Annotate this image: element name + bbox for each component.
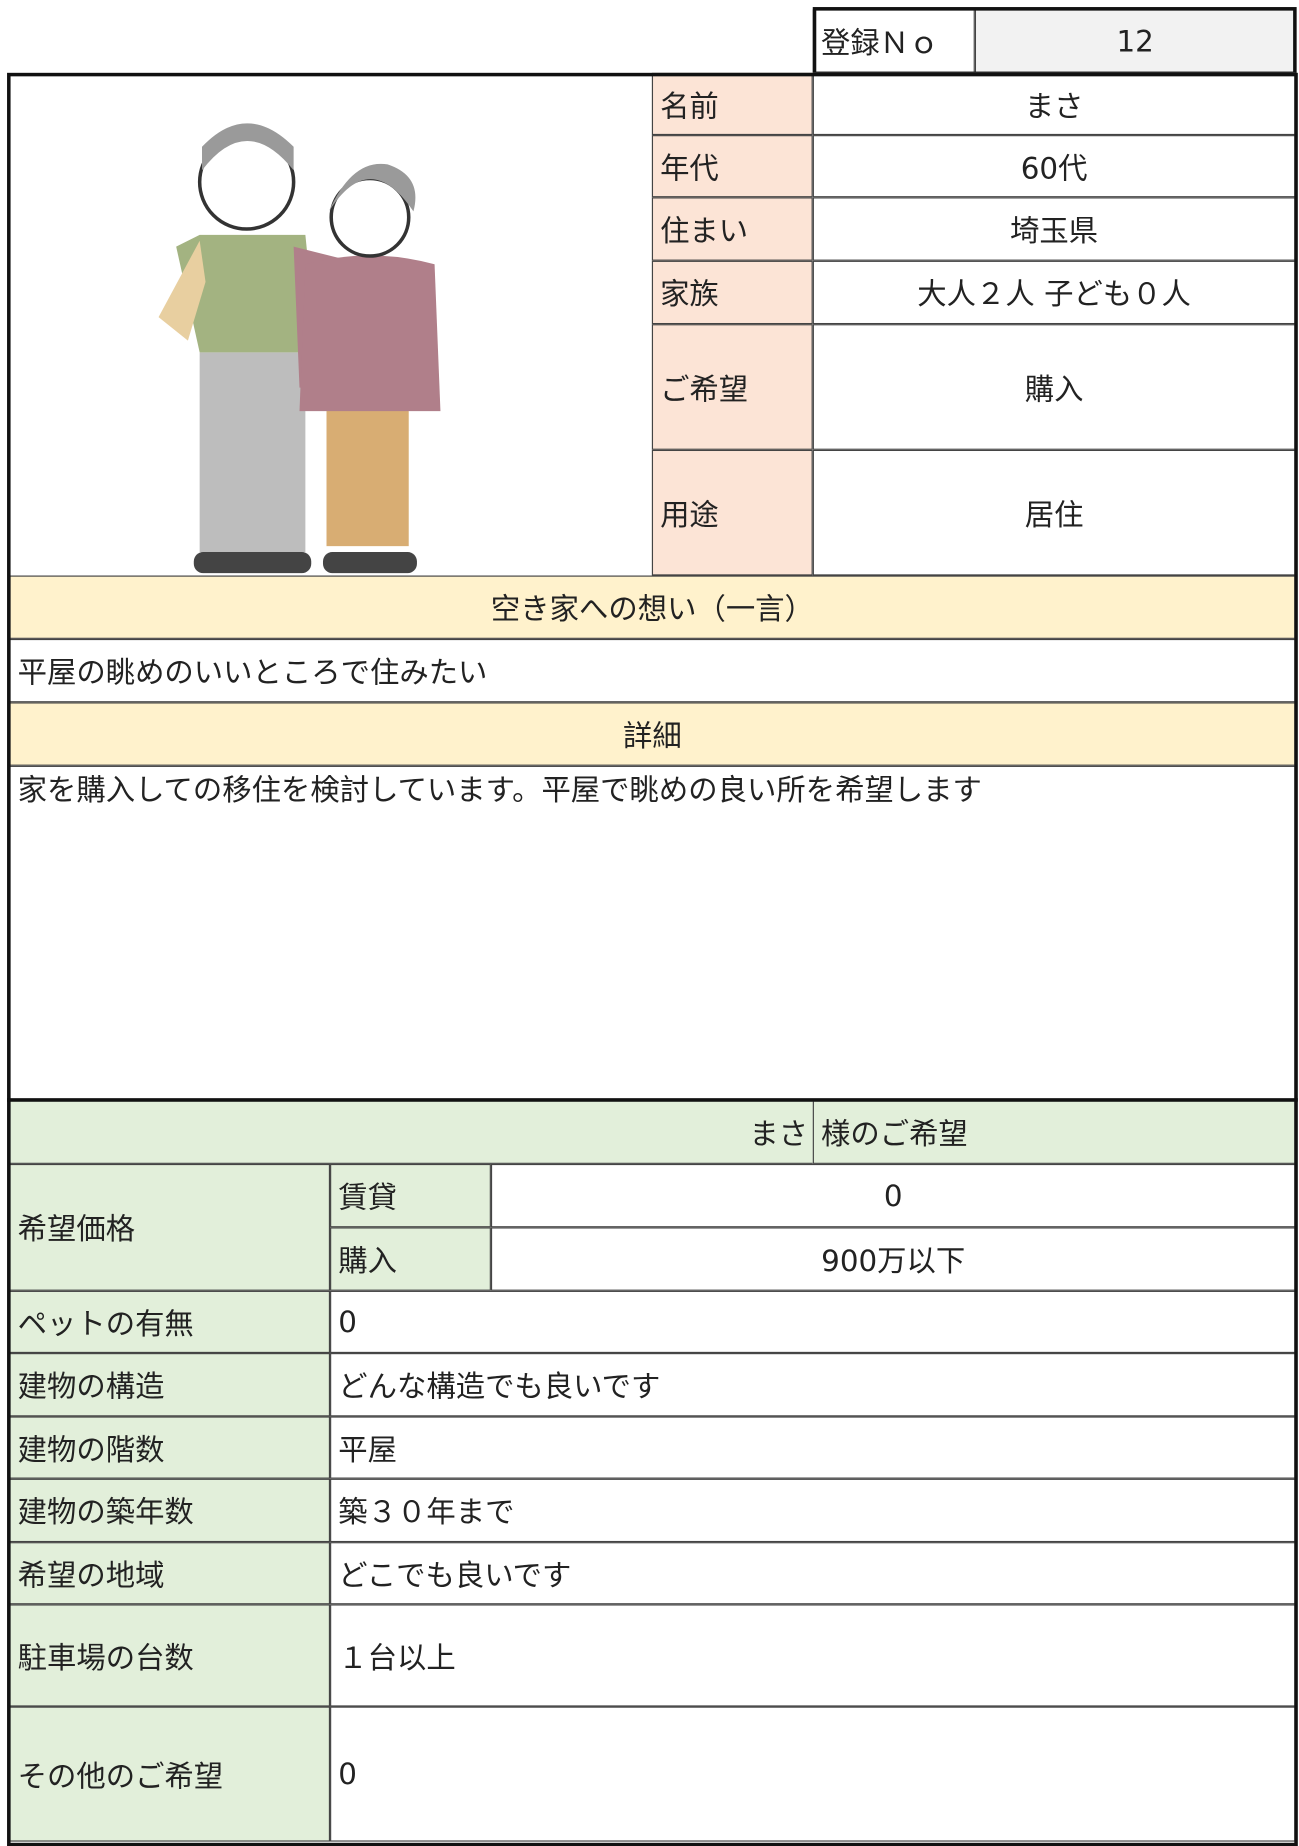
profile-value: 60代 xyxy=(812,135,1296,198)
row-value: 0 xyxy=(330,1290,1296,1354)
profile-value: まさ xyxy=(812,72,1296,136)
profile-label: 家族 xyxy=(651,260,813,325)
wish-name: まさ xyxy=(9,1100,813,1164)
row-value: どんな構造でも良いです xyxy=(330,1353,1296,1417)
section-heading: 空き家への想い（一言） xyxy=(9,575,1296,639)
profile-value: 埼玉県 xyxy=(812,197,1296,261)
section-heading: 詳細 xyxy=(9,702,1296,766)
row-value: どこでも良いです xyxy=(330,1542,1296,1605)
row-value: 平屋 xyxy=(330,1416,1296,1479)
profile-label: ご希望 xyxy=(651,324,813,450)
profile-label: 住まい xyxy=(651,197,813,261)
registration-label: 登録Ｎｏ xyxy=(812,9,975,73)
row-value: 900万以下 xyxy=(490,1227,1296,1291)
row-label: 建物の構造 xyxy=(9,1353,331,1417)
sub-label: 賃貸 xyxy=(330,1163,491,1228)
sub-label: 購入 xyxy=(330,1227,491,1291)
row-label: 建物の階数 xyxy=(9,1416,331,1479)
message-text: 平屋の眺めのいいところで住みたい xyxy=(9,638,1296,703)
row-value: 築３０年まで xyxy=(330,1478,1296,1543)
row-label: その他のご希望 xyxy=(9,1706,331,1842)
profile-value: 大人２人 子ども０人 xyxy=(812,260,1296,325)
profile-label: 年代 xyxy=(651,135,813,198)
profile-value: 居住 xyxy=(812,449,1296,576)
row-label: ペットの有無 xyxy=(9,1290,331,1354)
row-value: 0 xyxy=(330,1706,1296,1842)
registration-value: 12 xyxy=(974,9,1296,73)
profile-label: 名前 xyxy=(651,72,813,136)
row-label: 希望価格 xyxy=(9,1163,331,1291)
profile-label: 用途 xyxy=(651,449,813,576)
row-label: 駐車場の台数 xyxy=(9,1604,331,1707)
row-label: 希望の地域 xyxy=(9,1542,331,1605)
row-value: １台以上 xyxy=(330,1604,1296,1707)
row-value: 0 xyxy=(490,1163,1296,1228)
row-label: 建物の築年数 xyxy=(9,1478,331,1543)
profile-value: 購入 xyxy=(812,324,1296,450)
wish-heading: 様のご希望 xyxy=(812,1100,1296,1164)
couple-illustration xyxy=(158,123,441,574)
detail-text: 家を購入しての移住を検討しています。平屋で眺めの良い所を希望します xyxy=(9,765,1296,1101)
